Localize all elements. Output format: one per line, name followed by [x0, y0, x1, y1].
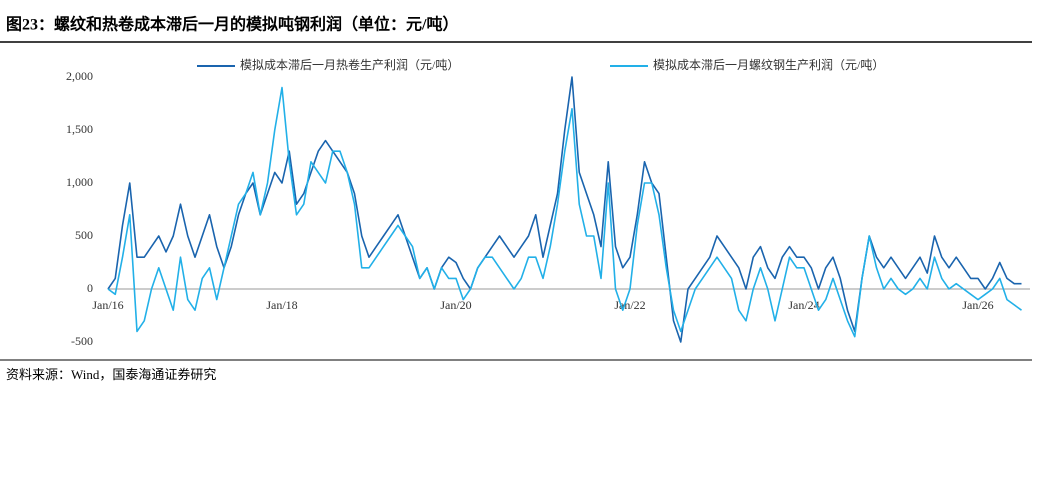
y-tick-label: 2,000	[66, 69, 93, 83]
y-tick-label: 1,000	[66, 175, 93, 189]
source-note: 资料来源：Wind，国泰海通证券研究	[6, 367, 216, 382]
series-line	[107, 86, 1022, 338]
y-tick-label: 0	[87, 281, 93, 295]
x-tick-label: Jan/26	[962, 298, 993, 312]
figure-title: 图23：螺纹和热卷成本滞后一月的模拟吨钢利润（单位：元/吨）	[6, 15, 458, 34]
x-tick-label: Jan/16	[92, 298, 123, 312]
series-line	[107, 76, 1022, 343]
x-tick-label: Jan/20	[440, 298, 471, 312]
x-tick-label: Jan/18	[266, 298, 297, 312]
x-tick-label: Jan/24	[788, 298, 819, 312]
y-tick-label: 1,500	[66, 122, 93, 136]
y-tick-label: 500	[75, 228, 93, 242]
legend-label: 模拟成本滞后一月热卷生产利润（元/吨）	[240, 57, 459, 72]
legend-label: 模拟成本滞后一月螺纹钢生产利润（元/吨）	[653, 58, 884, 72]
y-tick-label: -500	[71, 334, 93, 348]
